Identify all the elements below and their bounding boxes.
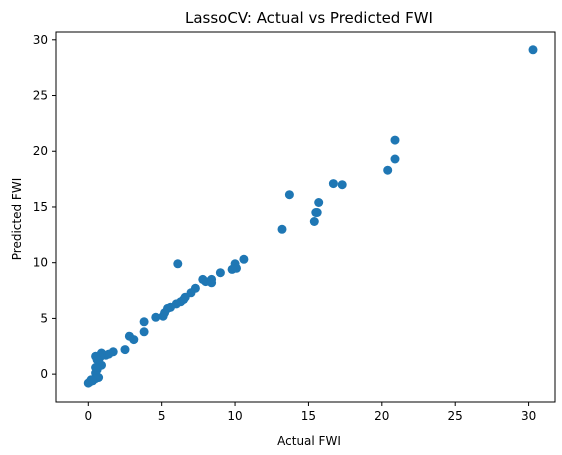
x-tick-label: 25 — [448, 409, 463, 423]
data-point — [227, 264, 237, 274]
data-point — [139, 327, 149, 337]
data-point — [151, 312, 161, 322]
data-point — [328, 179, 338, 189]
data-point — [88, 376, 98, 386]
x-tick-label: 10 — [227, 409, 242, 423]
data-point — [311, 208, 321, 217]
y-tick-label: 10 — [33, 256, 48, 270]
x-tick-label: 30 — [521, 409, 536, 423]
y-tick-label: 25 — [33, 89, 48, 103]
data-point — [337, 180, 347, 190]
y-tick-label: 0 — [40, 367, 48, 381]
x-axis-label: Actual FWI — [277, 434, 341, 448]
data-point — [528, 45, 538, 55]
x-tick-label: 20 — [374, 409, 389, 423]
x-tick-label: 5 — [158, 409, 166, 423]
data-point — [383, 165, 393, 175]
data-point — [215, 268, 225, 278]
axes-frame — [55, 31, 556, 403]
data-point — [173, 259, 183, 269]
data-point — [124, 331, 134, 341]
y-tick-label: 5 — [40, 311, 48, 325]
x-tick-label: 15 — [301, 409, 316, 423]
data-point — [91, 363, 101, 372]
data-point — [390, 154, 400, 164]
data-point — [314, 198, 324, 207]
chart-title: LassoCV: Actual vs Predicted FWI — [185, 9, 433, 27]
plot-area: 0 5 10 15 20 25 30 0 5 10 15 20 25 30 — [33, 31, 556, 423]
data-point — [160, 308, 170, 318]
y-tick-label: 30 — [33, 33, 48, 47]
data-point — [284, 190, 294, 200]
data-point — [390, 135, 400, 145]
y-tick-label: 20 — [33, 144, 48, 158]
data-point — [198, 274, 208, 284]
data-point — [92, 355, 102, 365]
x-tick-label: 0 — [84, 409, 92, 423]
y-tick-label: 15 — [33, 200, 48, 214]
y-axis-label: Predicted FWI — [10, 178, 24, 260]
data-point — [277, 224, 287, 234]
data-point — [139, 317, 149, 327]
data-point — [309, 217, 319, 226]
data-point — [239, 254, 249, 264]
data-point — [120, 345, 130, 355]
